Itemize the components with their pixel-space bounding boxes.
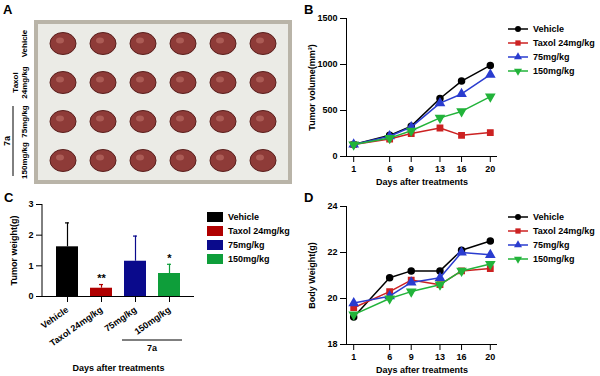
svg-text:0: 0: [332, 151, 337, 161]
html-text:Taxol 24mg/kg: Taxol 24mg/kg: [228, 226, 290, 236]
html-text:Taxol 24mg/kg: Taxol 24mg/kg: [533, 38, 595, 48]
html-text:Vehicle: Vehicle: [533, 24, 564, 34]
html-text:75mg/kg: 75mg/kg: [533, 240, 570, 250]
svg-text:150mg/kg: 150mg/kg: [133, 305, 173, 337]
svg-text:20: 20: [485, 164, 495, 174]
svg-text:Tumor weight(g): Tumor weight(g): [9, 216, 19, 286]
svg-text:1: 1: [351, 352, 356, 362]
svg-text:20: 20: [485, 352, 495, 362]
html-text:Vehicle: Vehicle: [228, 212, 259, 222]
svg-text:24: 24: [327, 201, 337, 211]
html-text:Taxol 24mg/kg: Taxol 24mg/kg: [533, 226, 595, 236]
svg-text:7a: 7a: [147, 343, 158, 353]
svg-text:20: 20: [327, 293, 337, 303]
html-text:75mg/kg: 75mg/kg: [228, 240, 265, 250]
html-text:B: B: [304, 2, 314, 17]
svg-text:Taxol24mg/kg: Taxol24mg/kg: [11, 66, 29, 99]
html-text:150mg/kg: 150mg/kg: [228, 254, 270, 264]
svg-text:13: 13: [435, 352, 445, 362]
svg-text:16: 16: [457, 164, 467, 174]
html-text:150mg/kg: 150mg/kg: [533, 254, 575, 264]
svg-text:9: 9: [409, 164, 414, 174]
svg-text:22: 22: [327, 247, 337, 257]
html-text:C: C: [4, 190, 14, 205]
html-text:150mg/kg: 150mg/kg: [533, 66, 575, 76]
svg-text:Days after treatments: Days after treatments: [376, 177, 468, 187]
svg-text:150mg/kg: 150mg/kg: [20, 142, 29, 179]
svg-text:Days after treatments: Days after treatments: [376, 365, 468, 375]
svg-text:9: 9: [409, 352, 414, 362]
svg-text:6: 6: [387, 164, 392, 174]
svg-text:*: *: [167, 252, 172, 264]
svg-text:13: 13: [435, 164, 445, 174]
svg-text:6: 6: [387, 352, 392, 362]
svg-text:1: 1: [351, 164, 356, 174]
html-text:75mg/kg: 75mg/kg: [533, 52, 570, 62]
svg-text:16: 16: [457, 352, 467, 362]
svg-text:18: 18: [327, 339, 337, 349]
svg-text:**: **: [97, 272, 106, 284]
svg-text:Tumor volume(mm³): Tumor volume(mm³): [307, 44, 317, 130]
svg-text:Taxol 24mg/kg: Taxol 24mg/kg: [48, 305, 104, 349]
svg-text:Vehicle: Vehicle: [20, 29, 29, 57]
svg-text:1000: 1000: [317, 59, 337, 69]
svg-text:1: 1: [28, 261, 33, 271]
svg-text:1500: 1500: [317, 13, 337, 23]
svg-text:0: 0: [28, 291, 33, 301]
svg-text:75mg/kg: 75mg/kg: [20, 105, 29, 138]
svg-text:Days after treatments: Days after treatments: [72, 363, 164, 373]
html-text:A: A: [3, 2, 13, 17]
svg-text:7a: 7a: [2, 135, 12, 146]
svg-text:500: 500: [322, 105, 337, 115]
svg-text:Body Weight(g): Body Weight(g): [307, 242, 317, 308]
svg-text:Vehicle: Vehicle: [39, 304, 71, 331]
svg-text:2: 2: [28, 230, 33, 240]
html-text:Vehicle: Vehicle: [533, 212, 564, 222]
svg-text:3: 3: [28, 199, 33, 209]
html-text:D: D: [304, 190, 314, 205]
svg-text:75mg/kg: 75mg/kg: [102, 304, 139, 334]
